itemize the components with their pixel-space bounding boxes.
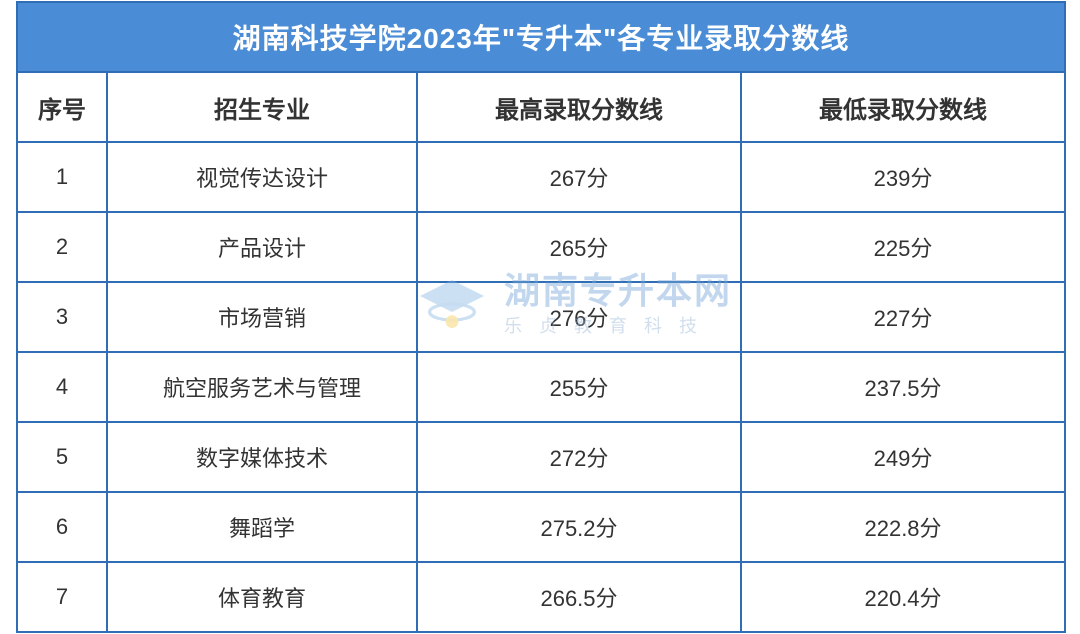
cell-low: 227分 xyxy=(741,282,1065,352)
cell-high: 275.2分 xyxy=(417,492,741,562)
table-row: 2 产品设计 265分 225分 xyxy=(17,212,1065,282)
cell-major: 视觉传达设计 xyxy=(107,142,417,212)
col-header-seq: 序号 xyxy=(17,72,107,142)
table-row: 4 航空服务艺术与管理 255分 237.5分 xyxy=(17,352,1065,422)
cell-major: 体育教育 xyxy=(107,562,417,632)
table-row: 5 数字媒体技术 272分 249分 xyxy=(17,422,1065,492)
cell-low: 220.4分 xyxy=(741,562,1065,632)
cell-low: 225分 xyxy=(741,212,1065,282)
cell-high: 266.5分 xyxy=(417,562,741,632)
col-header-high: 最高录取分数线 xyxy=(417,72,741,142)
cell-seq: 3 xyxy=(17,282,107,352)
cell-major: 产品设计 xyxy=(107,212,417,282)
cell-major: 数字媒体技术 xyxy=(107,422,417,492)
cell-high: 255分 xyxy=(417,352,741,422)
cell-high: 265分 xyxy=(417,212,741,282)
cell-seq: 6 xyxy=(17,492,107,562)
table-row: 6 舞蹈学 275.2分 222.8分 xyxy=(17,492,1065,562)
cell-high: 272分 xyxy=(417,422,741,492)
cell-major: 舞蹈学 xyxy=(107,492,417,562)
cell-major: 市场营销 xyxy=(107,282,417,352)
cell-seq: 4 xyxy=(17,352,107,422)
admission-table: 湖南科技学院2023年"专升本"各专业录取分数线 序号 招生专业 最高录取分数线… xyxy=(16,1,1066,633)
cell-low: 237.5分 xyxy=(741,352,1065,422)
table-header-row: 序号 招生专业 最高录取分数线 最低录取分数线 xyxy=(17,72,1065,142)
table-row: 3 市场营销 276分 227分 xyxy=(17,282,1065,352)
cell-seq: 7 xyxy=(17,562,107,632)
cell-low: 222.8分 xyxy=(741,492,1065,562)
cell-high: 276分 xyxy=(417,282,741,352)
cell-seq: 2 xyxy=(17,212,107,282)
cell-low: 249分 xyxy=(741,422,1065,492)
col-header-major: 招生专业 xyxy=(107,72,417,142)
table-title-row: 湖南科技学院2023年"专升本"各专业录取分数线 xyxy=(17,2,1065,72)
cell-seq: 1 xyxy=(17,142,107,212)
table-title: 湖南科技学院2023年"专升本"各专业录取分数线 xyxy=(17,2,1065,72)
table-row: 7 体育教育 266.5分 220.4分 xyxy=(17,562,1065,632)
table-body: 1 视觉传达设计 267分 239分 2 产品设计 265分 225分 3 市场… xyxy=(17,142,1065,632)
cell-major: 航空服务艺术与管理 xyxy=(107,352,417,422)
cell-seq: 5 xyxy=(17,422,107,492)
col-header-low: 最低录取分数线 xyxy=(741,72,1065,142)
table-row: 1 视觉传达设计 267分 239分 xyxy=(17,142,1065,212)
admission-table-container: 湖南科技学院2023年"专升本"各专业录取分数线 序号 招生专业 最高录取分数线… xyxy=(16,1,1064,633)
cell-high: 267分 xyxy=(417,142,741,212)
cell-low: 239分 xyxy=(741,142,1065,212)
